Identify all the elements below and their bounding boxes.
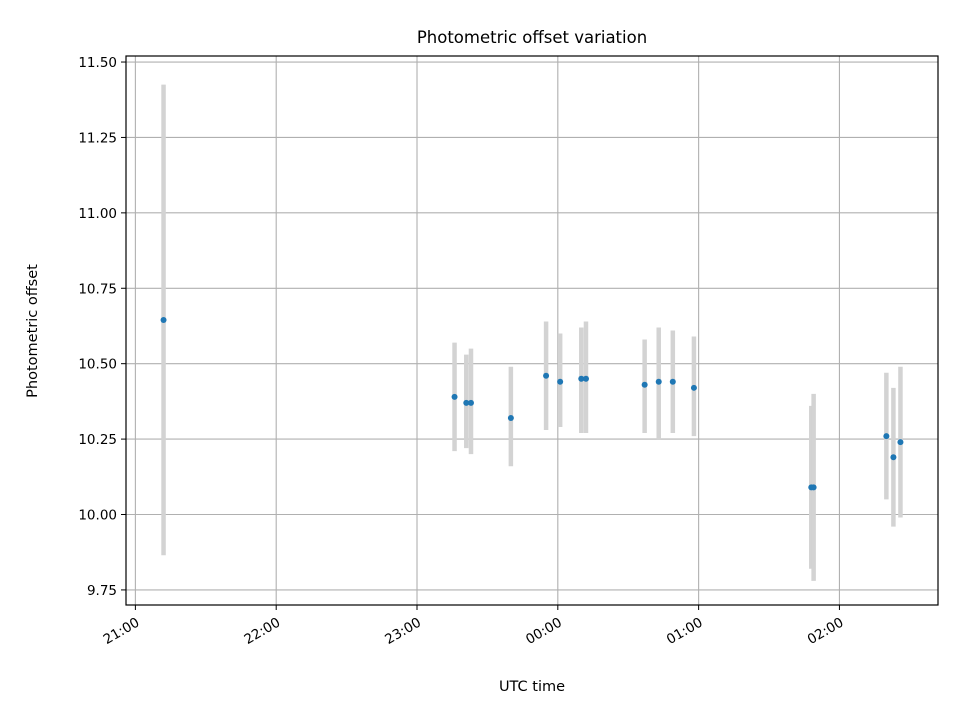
data-point bbox=[641, 381, 648, 388]
data-point bbox=[463, 399, 470, 406]
y-tick-label: 11.25 bbox=[78, 130, 117, 146]
y-axis-label: Photometric offset bbox=[25, 264, 41, 398]
y-tick-label: 10.00 bbox=[78, 508, 117, 524]
data-point bbox=[890, 454, 897, 461]
data-point bbox=[160, 316, 167, 323]
data-point bbox=[557, 378, 564, 385]
data-point bbox=[451, 393, 458, 400]
plot-frame bbox=[125, 55, 939, 606]
y-tick-label: 11.00 bbox=[78, 206, 117, 222]
x-axis-label: UTC time bbox=[499, 679, 565, 695]
y-tick-label: 10.75 bbox=[78, 281, 117, 297]
y-tick-label: 11.50 bbox=[78, 55, 117, 71]
y-tick-label: 9.75 bbox=[87, 583, 117, 599]
data-point bbox=[578, 375, 585, 382]
data-point bbox=[883, 433, 890, 440]
data-point bbox=[655, 378, 662, 385]
data-point bbox=[690, 384, 697, 391]
data-point bbox=[897, 439, 904, 446]
grid bbox=[126, 56, 938, 605]
chart-title: Photometric offset variation bbox=[417, 28, 647, 47]
data-points bbox=[160, 316, 904, 491]
data-point bbox=[582, 375, 589, 382]
y-tick-label: 10.50 bbox=[78, 357, 117, 373]
y-tick-label: 10.25 bbox=[78, 432, 117, 448]
data-point bbox=[669, 378, 676, 385]
data-point bbox=[507, 414, 514, 421]
data-point bbox=[543, 372, 550, 379]
y-axis-ticks: 9.75 10.00 10.25 10.50 10.75 11.00 11.25 11.50 bbox=[78, 55, 126, 599]
data-point bbox=[810, 484, 817, 491]
data-point bbox=[467, 399, 474, 406]
